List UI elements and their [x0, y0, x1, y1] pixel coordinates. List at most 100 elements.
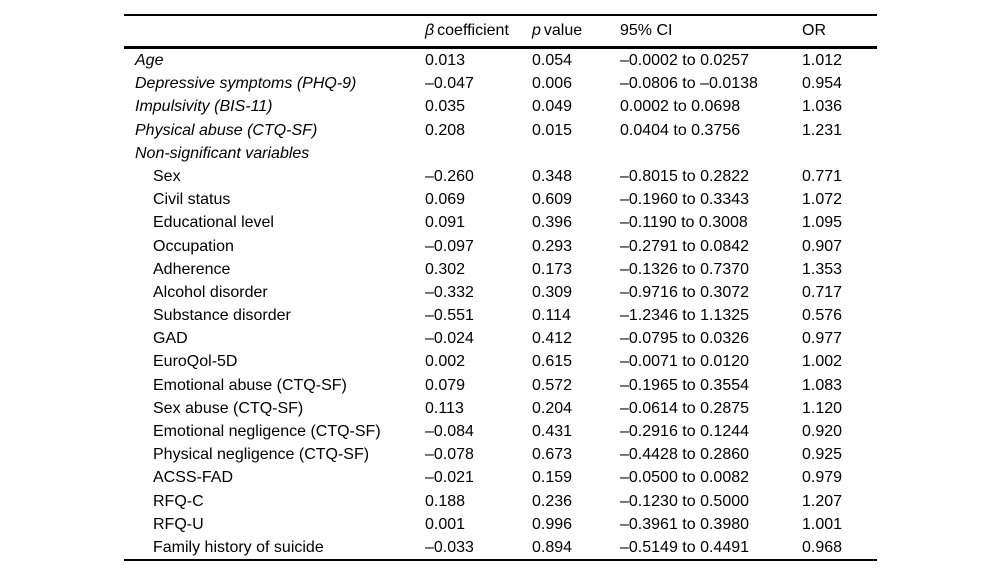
row-ci-value: –0.1230 to 0.5000: [620, 492, 750, 510]
table-row: Alcohol disorder –0.332 0.309 –0.9716 to…: [124, 281, 877, 304]
p-symbol: p: [532, 22, 541, 39]
table-body: Age 0.013 0.054 –0.0002 to 0.0257 1.012 …: [124, 49, 877, 559]
row-or-value: 0.920: [802, 423, 843, 440]
row-ci-value: –0.5149 to 0.4491: [620, 538, 750, 556]
row-p-value: 0.348: [532, 167, 573, 185]
row-variable-label: Adherence: [153, 260, 231, 278]
row-ci-value: –0.1190 to 0.3008: [620, 214, 748, 232]
row-variable-label: Physical abuse (CTQ-SF): [135, 121, 318, 139]
row-beta-value: 0.079: [425, 376, 466, 394]
row-or-value: 0.977: [802, 330, 843, 348]
row-ci-value: –0.3961 to 0.3980: [620, 515, 750, 533]
row-or-value: 1.072: [802, 191, 843, 209]
row-beta-value: 0.069: [425, 191, 466, 209]
regression-results-table: β coefficient p value 95% CI OR Age 0.013 …: [124, 14, 877, 562]
header-beta-coefficient: β coefficient: [425, 16, 532, 46]
row-p-value: [532, 142, 620, 165]
row-variable-label: Emotional abuse (CTQ-SF): [153, 376, 347, 394]
table-row: Physical abuse (CTQ-SF) 0.208 0.015 0.04…: [124, 119, 877, 142]
row-or-value: 1.012: [802, 52, 843, 69]
table-row: RFQ-U 0.001 0.996 –0.3961 to 0.3980 1.00…: [124, 513, 877, 536]
header-variable-column: [124, 16, 425, 46]
row-p-value: 0.293: [532, 237, 573, 255]
row-variable-label: Physical negligence (CTQ-SF): [153, 446, 370, 464]
row-p-value: 0.309: [532, 283, 573, 301]
row-variable-label: Sex: [153, 167, 181, 185]
row-p-value: 0.615: [532, 353, 573, 371]
row-or-value: 0.968: [802, 538, 843, 556]
row-p-value: 0.431: [532, 423, 573, 440]
row-p-value: 0.006: [532, 75, 573, 93]
row-variable-label: Non-significant variables: [135, 144, 310, 162]
row-ci-value: –0.2916 to 0.1244: [620, 423, 750, 440]
row-variable-label: GAD: [153, 330, 188, 348]
row-ci-value: –0.1326 to 0.7370: [620, 260, 750, 278]
row-variable-label: RFQ-C: [153, 492, 204, 510]
row-p-value: 0.396: [532, 214, 573, 232]
row-beta-value: 0.188: [425, 492, 466, 510]
row-ci-value: 0.0404 to 0.3756: [620, 121, 741, 139]
row-p-value: 0.996: [532, 515, 573, 533]
row-or-value: [802, 142, 877, 165]
row-or-value: 1.231: [802, 121, 843, 139]
row-variable-label: Civil status: [153, 191, 231, 209]
row-ci-value: 0.0002 to 0.0698: [620, 98, 741, 116]
row-beta-value: –0.260: [425, 167, 474, 185]
row-beta-value: 0.035: [425, 98, 466, 116]
table-row: Adherence 0.302 0.173 –0.1326 to 0.7370 …: [124, 258, 877, 281]
row-variable-label: ACSS-FAD: [153, 469, 234, 487]
row-beta-value: –0.084: [425, 423, 474, 440]
row-p-value: 0.049: [532, 98, 573, 116]
row-or-value: 0.576: [802, 307, 843, 325]
row-ci-value: –1.2346 to 1.1325: [620, 307, 750, 325]
row-ci-value: –0.0795 to 0.0326: [620, 330, 750, 348]
row-beta-value: 0.013: [425, 52, 466, 69]
row-or-value: 1.001: [802, 515, 843, 533]
row-p-value: 0.054: [532, 52, 573, 69]
row-or-value: 0.907: [802, 237, 843, 255]
row-or-value: 1.095: [802, 214, 843, 232]
row-variable-label: Alcohol disorder: [153, 283, 268, 301]
row-ci-value: –0.9716 to 0.3072: [620, 283, 750, 301]
row-beta-value: [425, 142, 532, 165]
row-beta-value: 0.208: [425, 121, 466, 139]
row-beta-value: 0.302: [425, 260, 466, 278]
table-row: Sex –0.260 0.348 –0.8015 to 0.2822 0.771: [124, 165, 877, 188]
row-beta-value: –0.078: [425, 446, 474, 464]
row-or-value: 1.120: [802, 399, 843, 417]
row-p-value: 0.204: [532, 399, 573, 417]
row-p-value: 0.114: [532, 307, 571, 325]
table-row: Civil status 0.069 0.609 –0.1960 to 0.33…: [124, 188, 877, 211]
table-row: ACSS-FAD –0.021 0.159 –0.0500 to 0.0082 …: [124, 466, 877, 489]
row-variable-label: Sex abuse (CTQ-SF): [153, 399, 304, 417]
table-row: Physical negligence (CTQ-SF) –0.078 0.67…: [124, 443, 877, 466]
beta-symbol: β: [425, 22, 435, 39]
row-p-value: 0.173: [532, 260, 573, 278]
row-variable-label: Occupation: [153, 237, 234, 255]
row-beta-value: 0.091: [425, 214, 466, 232]
row-p-value: 0.673: [532, 446, 573, 464]
row-beta-value: 0.002: [425, 353, 466, 371]
row-variable-label: Family history of suicide: [153, 538, 324, 556]
table-header-row: β coefficient p value 95% CI OR: [124, 16, 877, 49]
row-or-value: 0.717: [802, 283, 843, 301]
row-ci-value: –0.0500 to 0.0082: [620, 469, 750, 487]
row-p-value: 0.412: [532, 330, 573, 348]
row-or-value: 1.036: [802, 98, 843, 116]
beta-label: coefficient: [437, 22, 509, 39]
row-ci-value: –0.0002 to 0.0257: [620, 52, 750, 69]
row-p-value: 0.015: [532, 121, 573, 139]
row-beta-value: 0.001: [425, 515, 466, 533]
row-ci-value: [620, 142, 802, 165]
row-variable-label: Educational level: [153, 214, 274, 232]
row-ci-value: –0.8015 to 0.2822: [620, 167, 750, 185]
row-variable-label: Age: [135, 52, 164, 69]
table-row: Non-significant variables: [124, 142, 877, 165]
row-ci-value: –0.1960 to 0.3343: [620, 191, 750, 209]
row-or-value: 1.207: [802, 492, 843, 510]
table-row: RFQ-C 0.188 0.236 –0.1230 to 0.5000 1.20…: [124, 490, 877, 513]
row-variable-label: Substance disorder: [153, 307, 291, 325]
row-p-value: 0.159: [532, 469, 573, 487]
row-variable-label: Emotional negligence (CTQ-SF): [153, 423, 381, 440]
